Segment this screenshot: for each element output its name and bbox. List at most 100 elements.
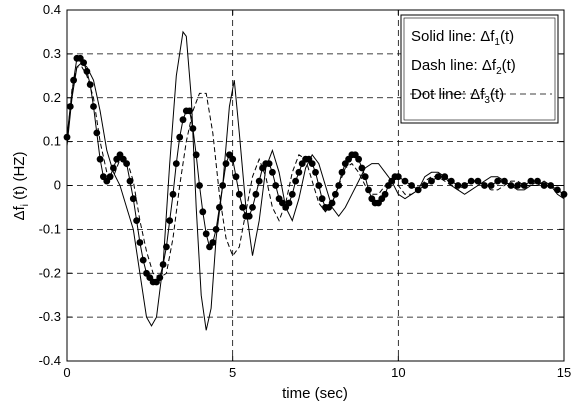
- legend-entry-sub: 3: [484, 95, 490, 106]
- series-3-point: [335, 182, 343, 189]
- legend-entry-3: Dot line: Δf3(t): [411, 86, 504, 106]
- series-3-point: [408, 182, 415, 189]
- series-3-point: [199, 208, 207, 216]
- series-3-point: [159, 261, 167, 268]
- y-tick-label: -0.3: [39, 309, 61, 324]
- series-3-point: [295, 168, 303, 176]
- series-3-point: [66, 103, 74, 110]
- series-3-point: [292, 177, 299, 185]
- series-3-point: [176, 133, 184, 141]
- series-3-point: [434, 173, 442, 181]
- legend-entry-sub: 2: [496, 66, 502, 77]
- series-3-point: [454, 182, 462, 189]
- series-3-point: [547, 182, 555, 189]
- y-axis-label-prefix: Δf: [11, 205, 28, 220]
- series-3-point: [232, 173, 240, 181]
- series-3-point: [461, 182, 468, 189]
- legend-entry-text: Solid line: Δf: [411, 28, 495, 45]
- legend-entry-suffix: (t): [502, 57, 516, 74]
- series-3-point: [315, 182, 323, 189]
- series-line-2: [66, 66, 564, 279]
- series-3-point: [288, 190, 296, 198]
- series-3-point: [219, 182, 227, 189]
- legend-entry-2: Dash line: Δf2(t): [411, 57, 516, 77]
- series-3-point: [196, 182, 203, 189]
- legend-box: [400, 14, 559, 124]
- legend-entry-text: Dash line: Δf: [411, 57, 497, 74]
- y-tick-label: -0.1: [39, 221, 61, 236]
- series-3-point: [202, 230, 210, 238]
- series-3-point: [179, 116, 187, 124]
- legend-entry-suffix: (t): [500, 28, 514, 45]
- series-3-point: [474, 177, 482, 185]
- series-3-point: [229, 155, 237, 163]
- legend-entry-1: Solid line: Δf1(t): [411, 28, 514, 48]
- series-line-1: [66, 30, 565, 331]
- y-tick-label: -0.4: [39, 353, 61, 368]
- series-3-point: [318, 195, 326, 203]
- series-3-point: [139, 256, 147, 264]
- series-3-point: [312, 168, 319, 176]
- y-tick-label: 0: [54, 178, 61, 193]
- series-3-point: [554, 186, 561, 194]
- series-3-point: [520, 182, 528, 189]
- x-tick-label: 15: [557, 365, 571, 380]
- y-tick-label: -0.2: [39, 265, 61, 280]
- legend: Solid line: Δf1(t)Dash line: Δf2(t)Dot l…: [400, 14, 559, 124]
- y-tick-label: 0.2: [43, 90, 61, 105]
- series-3-point: [172, 160, 180, 168]
- series-3-point: [365, 186, 372, 194]
- series-3-point: [96, 155, 104, 163]
- x-axis-label: time (sec): [282, 385, 348, 402]
- series-3-point: [540, 182, 548, 189]
- series-3-point: [93, 129, 101, 137]
- series-3-point: [394, 173, 402, 181]
- series-3-point: [245, 212, 253, 220]
- series-3-point: [358, 164, 366, 172]
- series-3-point: [332, 190, 339, 198]
- series-3-point: [136, 239, 144, 246]
- legend-entry-text: Dot line: Δf: [411, 86, 485, 103]
- series-3-point: [421, 182, 429, 189]
- series-3-point: [447, 177, 455, 185]
- series-3-point: [212, 226, 220, 233]
- ticks: -0.4 -0.3 -0.2 -0.1 0 0.1 0.2 0.3 0.4 0 5 10 15: [39, 2, 571, 380]
- series-3-point: [169, 190, 177, 198]
- series-3-point: [381, 190, 389, 198]
- series-3-point: [80, 59, 87, 66]
- series-3-point: [255, 177, 263, 185]
- series-3-point: [501, 177, 508, 185]
- series-3-point: [507, 182, 515, 189]
- y-axis-label-suffix: (t) (HZ): [11, 152, 28, 204]
- y-axis-label: Δfi (t) (HZ): [11, 152, 31, 221]
- series-3-point: [239, 204, 247, 211]
- series-3-point: [481, 182, 488, 189]
- series-3-point: [192, 151, 200, 159]
- series-3-point: [414, 186, 422, 194]
- legend-entry-suffix: (t): [490, 86, 504, 103]
- y-axis-label-sub: i: [20, 204, 31, 206]
- series-3-point: [494, 177, 502, 185]
- series-3-point: [441, 173, 449, 181]
- series-3-point: [216, 204, 223, 211]
- series-3-point: [189, 125, 197, 132]
- series-3-point: [308, 160, 316, 168]
- x-tick-label: 5: [229, 365, 236, 380]
- series-3-point: [90, 103, 97, 110]
- series-3-point: [186, 107, 194, 115]
- y-tick-label: 0.4: [43, 2, 61, 17]
- series-3-point: [252, 190, 260, 198]
- series-3-point: [527, 177, 535, 185]
- series-3-point: [355, 155, 362, 163]
- series-3-point: [428, 177, 435, 185]
- series-3-point: [209, 239, 217, 246]
- series-3-point: [534, 177, 541, 185]
- series-3-point: [163, 243, 170, 251]
- x-tick-label: 0: [63, 365, 70, 380]
- series-3-point: [83, 68, 91, 75]
- series-3-point: [285, 199, 293, 207]
- series-3-point: [86, 81, 94, 88]
- series-3-point: [166, 217, 174, 225]
- series-3-point: [328, 199, 336, 207]
- series-3-point: [401, 177, 409, 185]
